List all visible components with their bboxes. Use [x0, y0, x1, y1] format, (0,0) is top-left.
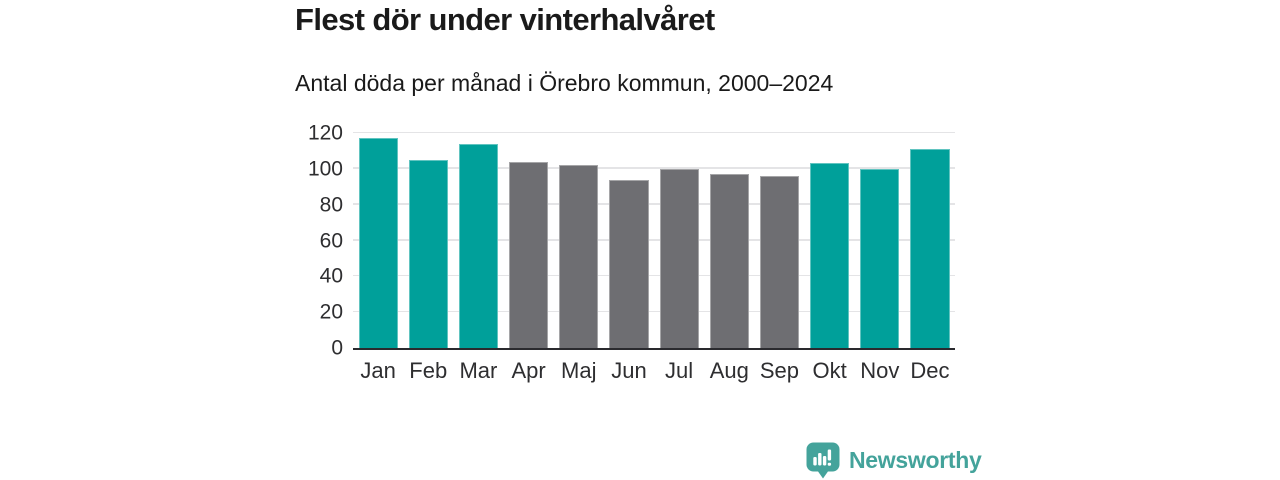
brand-footer: Newsworthy: [806, 442, 982, 479]
bar-slot-jul: [654, 133, 704, 348]
gridline-60: [353, 239, 955, 241]
y-tick-label-0: 0: [331, 336, 343, 360]
brand-name: Newsworthy: [849, 447, 982, 473]
y-tick-label-80: 80: [319, 193, 343, 217]
bar-slot-apr: [504, 133, 554, 348]
x-axis: Jan Feb Mar Apr Maj Jun Jul Aug Sep Okt Nov Dec: [353, 358, 955, 384]
gridline-40: [353, 274, 955, 277]
bar-aug: [709, 174, 749, 348]
bar-mar: [458, 143, 498, 348]
bar-slot-jun: [604, 133, 654, 348]
bar-chart: 0 20 40 60 80 100 120 Jan Feb Mar Apr Maj Jun Jul Aug…: [295, 123, 955, 384]
x-tick-label-okt: Okt: [812, 358, 847, 383]
gridline-120: [353, 131, 955, 133]
bar-sep: [759, 176, 800, 348]
y-tick-label-60: 60: [319, 229, 343, 252]
x-tick-label-jun: Jun: [611, 358, 647, 383]
bar-slot-nov: [855, 133, 905, 348]
y-tick-label-100: 100: [307, 157, 343, 181]
gridline-100: [353, 167, 955, 169]
y-axis: 0 20 40 60 80 100 120: [295, 123, 353, 359]
x-tick-label-mar: Mar: [459, 358, 498, 383]
bar-slot-aug: [704, 133, 754, 348]
bar-slot-mar: [453, 133, 503, 348]
x-tick-label-feb: Feb: [409, 358, 448, 383]
plot-area: [353, 131, 955, 350]
x-tick-label-sep: Sep: [759, 358, 800, 383]
plot-wrapper: Jan Feb Mar Apr Maj Jun Jul Aug Sep Okt Nov Dec: [353, 131, 955, 384]
x-tick-label-jan: Jan: [360, 358, 396, 383]
bar-jun: [609, 179, 649, 348]
bar-nov: [860, 168, 900, 348]
x-tick-label-jul: Jul: [665, 358, 694, 383]
bar-apr: [509, 161, 549, 348]
x-tick-label-maj: Maj: [561, 358, 597, 383]
bar-jan: [358, 138, 398, 348]
y-tick-label-120: 120: [307, 121, 343, 145]
bar-okt: [810, 163, 850, 348]
bar-slot-dec: [905, 133, 955, 348]
x-tick-label-aug: Aug: [709, 358, 749, 383]
bar-dec: [910, 149, 950, 348]
newsworthy-speech-bubble-bar-chart-icon: [806, 442, 840, 479]
gridline-80: [353, 203, 955, 205]
y-tick-label-40: 40: [319, 264, 343, 288]
y-tick-label-20: 20: [319, 300, 343, 324]
bar-maj: [559, 165, 599, 348]
gridline-20: [353, 310, 955, 313]
x-tick-label-apr: Apr: [511, 358, 546, 383]
bar-slot-maj: [554, 133, 604, 348]
bar-jul: [659, 168, 699, 348]
bar-slot-jan: [353, 133, 403, 348]
chart-subtitle: Antal döda per månad i Örebro kommun, 20…: [295, 70, 834, 96]
bar-slot-sep: [754, 133, 804, 348]
x-tick-label-nov: Nov: [860, 358, 900, 383]
bar-slot-okt: [805, 133, 855, 348]
chart-title: Flest dör under vinterhalvåret: [295, 2, 715, 37]
bar-slot-feb: [403, 133, 453, 348]
x-tick-label-dec: Dec: [910, 358, 950, 383]
bar-feb: [408, 159, 448, 348]
